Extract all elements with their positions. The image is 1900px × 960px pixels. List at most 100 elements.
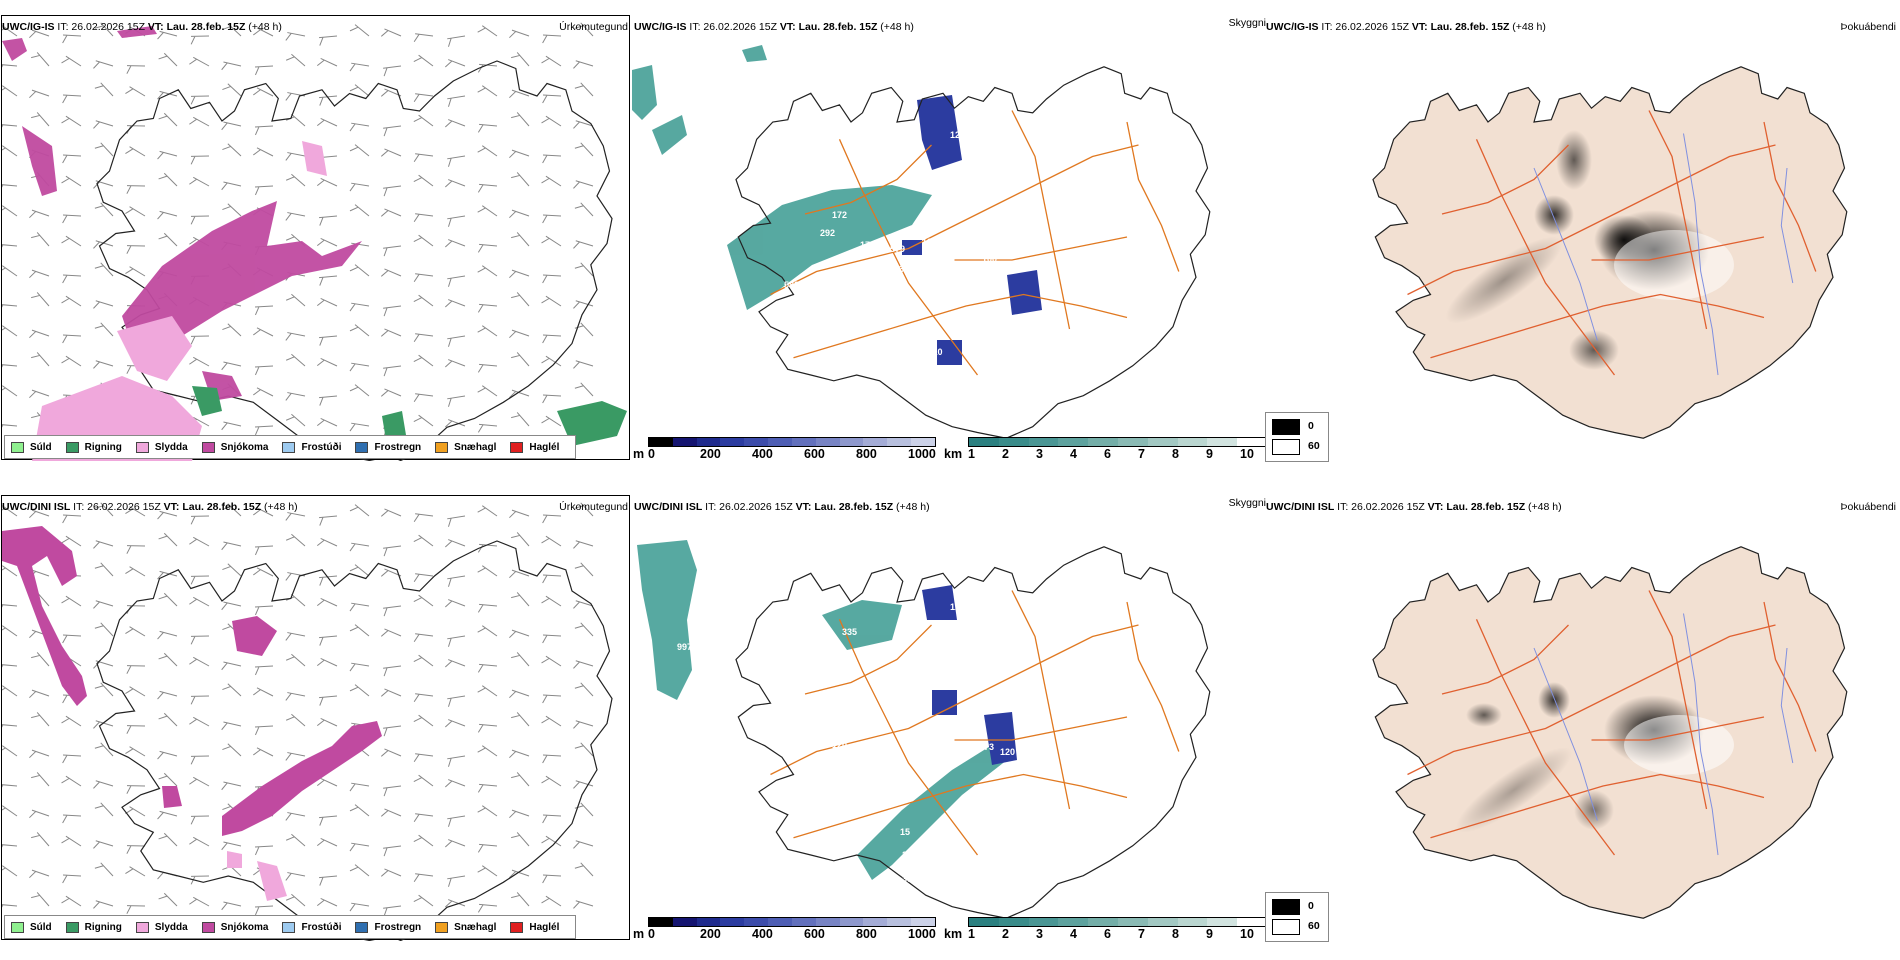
wind-barb	[511, 352, 530, 367]
wind-barb	[574, 622, 594, 637]
fog-key-label: 60	[1308, 440, 1320, 452]
wind-barb	[125, 626, 146, 637]
wind-barb	[316, 537, 338, 547]
colorbar-tick-label: 6	[1104, 447, 1111, 461]
road-line	[1430, 293, 1765, 359]
wind-barb	[62, 34, 82, 44]
wind-barb	[285, 92, 306, 101]
station-value-label: 180	[812, 297, 827, 307]
visibility-km-field	[632, 45, 932, 310]
wind-barb	[413, 714, 434, 727]
wind-barb	[509, 689, 530, 699]
wind-barb	[542, 214, 562, 224]
station-value-label: 512	[984, 287, 999, 297]
road-line	[1441, 624, 1569, 695]
wind-barb	[380, 628, 402, 637]
wind-barb	[542, 694, 562, 704]
legend-item-snow-pellets: Snæhagl	[435, 441, 496, 453]
wind-barb	[542, 34, 562, 44]
wind-barb	[477, 265, 498, 277]
wind-barb	[541, 55, 562, 67]
wind-barb	[93, 180, 114, 189]
wind-barb	[125, 266, 146, 277]
wind-barb	[574, 322, 594, 337]
wind-barb	[31, 232, 50, 247]
sleet-areas	[227, 851, 287, 901]
wind-barb	[383, 905, 402, 917]
wind-barb	[93, 600, 114, 609]
wind-barb	[541, 775, 562, 787]
colorbar-segment	[863, 918, 888, 926]
colorbar-segment	[887, 438, 912, 446]
wind-barb	[2, 123, 18, 133]
legend-swatch	[282, 921, 296, 933]
wind-barb	[2, 303, 18, 313]
wind-barb	[383, 665, 402, 677]
wind-barb	[349, 24, 370, 37]
wind-barb	[477, 903, 498, 913]
wind-barb	[254, 605, 274, 616]
wind-barb	[349, 84, 370, 97]
visibility-m-colorbar	[648, 917, 936, 927]
wind-barb	[125, 686, 146, 697]
wind-barb	[158, 712, 178, 727]
wind-barb	[93, 540, 114, 549]
road-line	[1475, 139, 1616, 376]
wind-barb	[541, 115, 562, 127]
colorbar-segment	[887, 918, 912, 926]
wind-barb	[62, 274, 82, 284]
wind-barb	[413, 33, 434, 43]
wind-barb	[541, 235, 562, 247]
wind-barb	[444, 119, 466, 128]
colorbar-tick-label: 1000	[908, 927, 936, 941]
wind-barb	[62, 214, 82, 224]
panel-header: UWC/DINI ISL IT: 26.02.2026 15Z VT: Lau.…	[2, 501, 298, 513]
colorbar-tick-label: 7	[1138, 927, 1145, 941]
wind-barb	[349, 542, 370, 552]
wind-barb	[383, 65, 402, 77]
wind-barb	[221, 901, 242, 911]
wind-barb	[349, 362, 370, 372]
wind-barb	[447, 335, 466, 347]
wind-barb	[125, 866, 146, 877]
colorbar-segment	[744, 438, 769, 446]
wind-barb	[285, 332, 306, 341]
wind-barb	[222, 143, 242, 157]
wind-barb	[29, 329, 50, 339]
wind-barb	[573, 600, 594, 609]
wind-barb	[158, 832, 178, 847]
wind-barb	[94, 742, 114, 757]
wind-barb	[29, 389, 50, 399]
wind-barb	[383, 725, 402, 737]
wind-barb	[413, 534, 434, 547]
wind-barb	[253, 567, 274, 577]
fog-field	[1455, 682, 1734, 833]
wind-barb	[93, 840, 114, 849]
colorbar-tick-label: 800	[856, 447, 877, 461]
colorbar-tick-label: 400	[752, 447, 773, 461]
wind-barb	[2, 865, 18, 877]
wind-barb	[349, 422, 370, 432]
road-line	[1441, 144, 1569, 215]
legend-swatch	[201, 921, 215, 933]
road-line	[1011, 110, 1071, 330]
wind-barb	[31, 772, 50, 787]
wind-barb	[2, 205, 18, 217]
wind-barb	[511, 412, 530, 427]
wind-barb	[126, 845, 146, 854]
panel-header: UWC/IG-IS IT: 26.02.2026 15Z VT: Lau. 28…	[634, 21, 914, 33]
wind-barb	[477, 25, 498, 37]
colorbar-segment	[1117, 918, 1148, 926]
legend-item-drizzle: Súld	[11, 921, 52, 933]
wind-barb	[158, 772, 178, 787]
wind-barb	[29, 749, 50, 759]
wind-barb	[93, 780, 114, 789]
wind-barb	[574, 682, 594, 697]
colorbar-segment	[672, 438, 697, 446]
wind-barb	[444, 359, 466, 368]
legend-item-rain: Rigning	[65, 921, 122, 933]
wind-barb	[126, 905, 146, 914]
wind-barb	[477, 663, 498, 673]
colorbar-segment	[1237, 918, 1267, 926]
wind-barb	[316, 837, 338, 847]
